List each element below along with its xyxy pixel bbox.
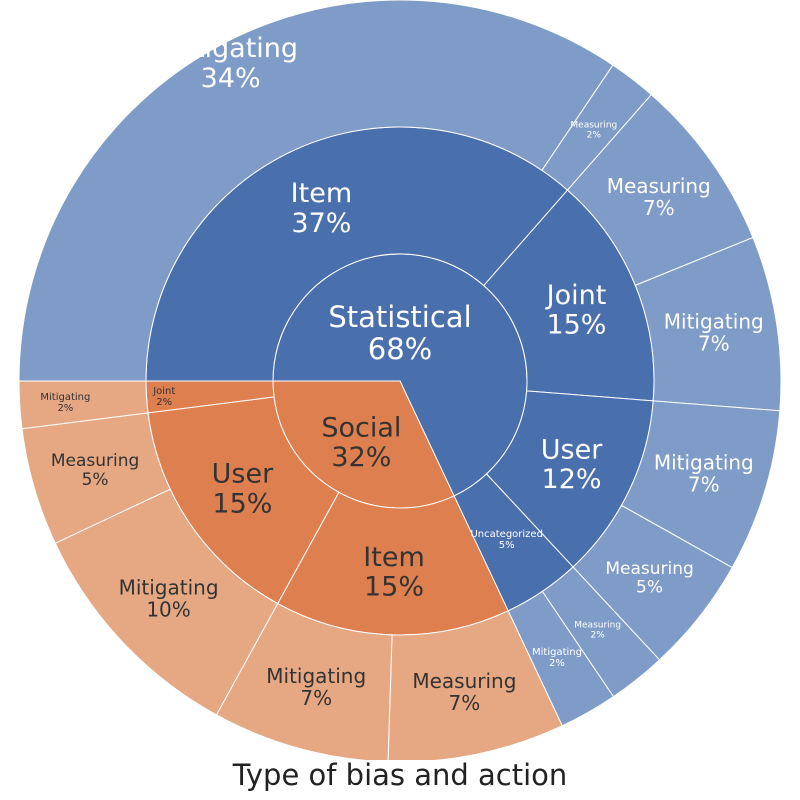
label-percent: 7%: [449, 691, 481, 715]
label-percent: 15%: [364, 572, 424, 603]
sunburst-slices: [18, 0, 782, 760]
label-percent: 2%: [549, 658, 565, 669]
label-percent: 32%: [331, 442, 391, 473]
label-stat-item: Item 37%: [291, 178, 352, 239]
label-name: Joint: [545, 280, 607, 311]
label-percent: 7%: [643, 196, 675, 220]
label-soc-joint: Joint 2%: [152, 386, 175, 408]
label-name: Mitigating: [664, 309, 764, 333]
label-soc-user-meas: Measuring 5%: [51, 451, 139, 490]
slice-stat-item-mit[interactable]: [18, 0, 614, 382]
label-soc-item-mit: Mitigating 7%: [266, 664, 366, 710]
label-stat-uncat-mit: Mitigating 2%: [532, 647, 582, 669]
label-name: Mitigating: [119, 575, 219, 599]
label-stat-uncat: Uncategorized 5%: [470, 529, 542, 551]
label-stat-user-mit: Mitigating 7%: [654, 450, 754, 496]
label-name: Mitigating: [654, 450, 754, 474]
label-name: Item: [363, 542, 424, 573]
label-stat-user-meas: Measuring 5%: [605, 559, 693, 598]
sunburst-plot: Statistical 68%Social 32%Item 37%Joint 15%Us…: [18, 0, 782, 760]
label-statistical: Statistical 68%: [328, 300, 471, 366]
label-percent: 2%: [587, 131, 602, 141]
label-percent: 2%: [156, 397, 172, 408]
label-name: Social: [321, 412, 401, 443]
label-name: Item: [291, 178, 352, 209]
label-percent: 7%: [698, 331, 730, 355]
label-name: Mitigating: [163, 33, 298, 64]
label-soc-item: Item 15%: [363, 542, 424, 603]
label-name: Joint: [152, 386, 175, 397]
label-name: Mitigating: [40, 392, 90, 403]
label-soc-user: User 15%: [212, 459, 274, 520]
label-percent: 15%: [546, 310, 606, 341]
label-percent: 7%: [688, 472, 720, 496]
label-percent: 37%: [291, 208, 351, 239]
label-percent: 5%: [636, 578, 663, 598]
label-name: Measuring: [412, 669, 516, 693]
label-stat-joint: Joint 15%: [545, 280, 607, 341]
label-percent: 68%: [368, 332, 432, 366]
label-soc-user-mit: Mitigating 10%: [119, 575, 219, 621]
label-percent: 34%: [201, 63, 261, 94]
label-name: Mitigating: [532, 647, 582, 658]
label-name: Uncategorized: [470, 529, 542, 540]
label-percent: 10%: [146, 597, 190, 621]
label-percent: 15%: [212, 488, 272, 519]
sunburst-labels: Statistical 68%Social 32%Item 37%Joint 15%Us…: [40, 33, 763, 715]
label-percent: 5%: [82, 470, 109, 490]
label-stat-joint-meas: Measuring 7%: [607, 174, 711, 220]
label-stat-user: User 12%: [541, 434, 603, 495]
label-percent: 12%: [542, 464, 602, 495]
slice-soc-joint-mit[interactable]: [18, 380, 149, 430]
label-name: Measuring: [607, 174, 711, 198]
label-name: Measuring: [51, 451, 139, 471]
label-stat-item-mit: Mitigating 34%: [163, 33, 298, 94]
label-name: Measuring: [570, 121, 617, 131]
label-soc-item-meas: Measuring 7%: [412, 669, 516, 715]
label-name: Mitigating: [266, 664, 366, 688]
label-percent: 2%: [591, 631, 606, 641]
label-stat-joint-mit: Mitigating 7%: [664, 309, 764, 355]
label-name: Measuring: [574, 621, 621, 631]
label-soc-joint-mit: Mitigating 2%: [40, 392, 90, 414]
label-percent: 5%: [499, 540, 515, 551]
label-name: User: [541, 434, 603, 465]
slice-soc-item-meas[interactable]: [387, 610, 563, 760]
label-name: Statistical: [328, 300, 471, 334]
label-social: Social 32%: [321, 412, 401, 473]
label-percent: 2%: [57, 403, 73, 414]
label-stat-uncat-meas: Measuring 2%: [574, 621, 621, 641]
label-percent: 7%: [300, 686, 332, 710]
label-name: Measuring: [605, 559, 693, 579]
label-name: User: [212, 459, 274, 490]
label-stat-item-meas: Measuring 2%: [570, 121, 617, 141]
chart-title: Type of bias and action: [232, 758, 568, 792]
